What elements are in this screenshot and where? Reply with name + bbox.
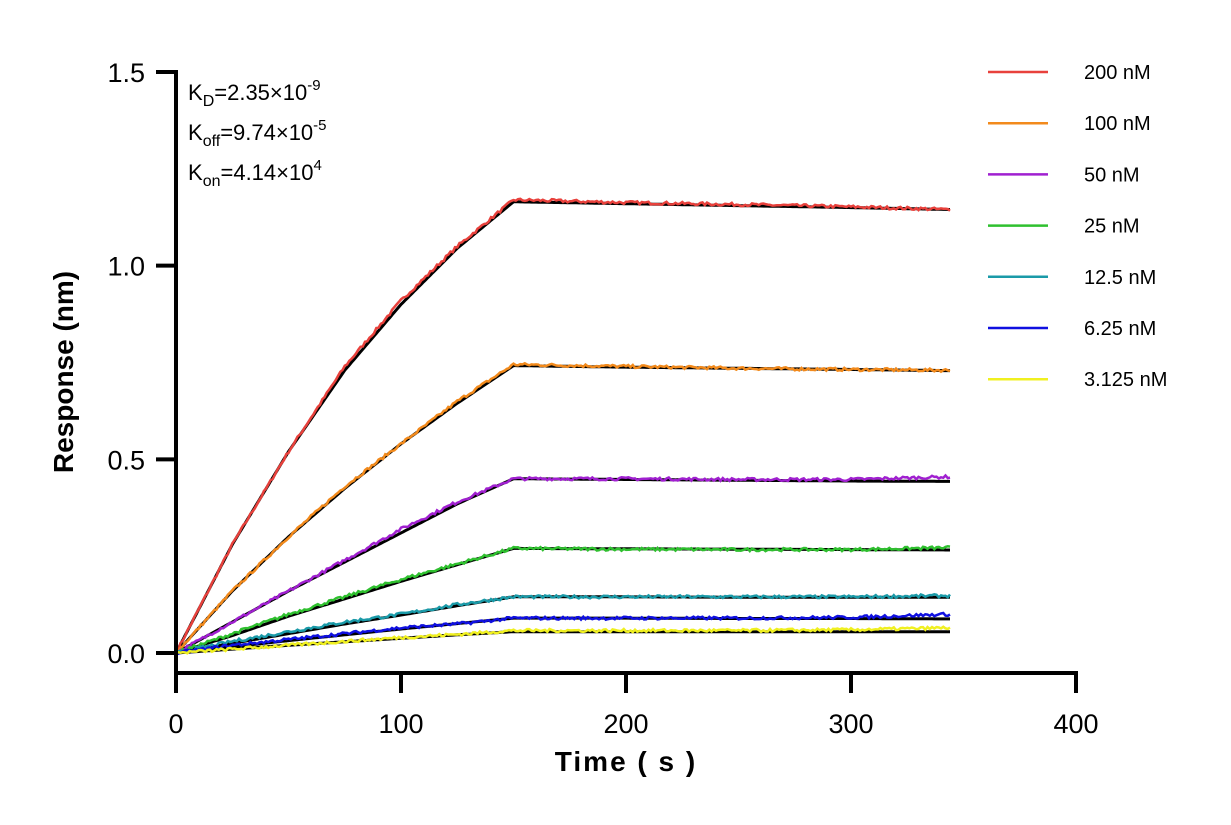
legend-label-100-nm: 100 nM	[1084, 113, 1151, 135]
series-line-50-nm	[175, 473, 951, 655]
series-line-6-25-nm	[175, 611, 951, 656]
x-tick-label: 100	[378, 709, 423, 739]
y-tick-label: 0.5	[107, 445, 145, 475]
legend-label-6-25-nm: 6.25 nM	[1084, 318, 1156, 340]
series-line-3-125-nm	[175, 625, 951, 655]
y-tick-label: 1.0	[107, 252, 145, 282]
kon-annotation: Kon=4.14×104	[188, 157, 322, 190]
legend-label-25-nm: 25 nM	[1084, 216, 1140, 238]
legend-label-50-nm: 50 nM	[1084, 164, 1140, 186]
series-line-25-nm	[175, 545, 951, 655]
series-line-12-5-nm	[175, 593, 951, 655]
x-tick-label: 200	[603, 709, 648, 739]
legend-label-12-5-nm: 12.5 nM	[1084, 267, 1156, 289]
series-line-200-nm	[175, 197, 951, 654]
y-tick-label: 0.0	[107, 639, 145, 669]
series-line-100-nm	[175, 361, 951, 655]
x-tick-label: 300	[828, 709, 873, 739]
fit-curves	[174, 200, 950, 655]
fit-line-3-125-nm	[175, 630, 950, 655]
legend-label-3-125-nm: 3.125 nM	[1084, 369, 1167, 391]
legend-label-200-nm: 200 nM	[1084, 62, 1151, 84]
koff-annotation: Koff=9.74×10-5	[188, 117, 327, 150]
fit-line-200-nm	[174, 200, 950, 654]
y-tick-label: 1.5	[107, 58, 145, 88]
y-axis-label: Response (nm)	[48, 271, 79, 473]
fit-line-6-25-nm	[175, 616, 950, 655]
kinetics-annotation: KD=2.35×10-9 Koff=9.74×10-5 Kon=4.14×104	[188, 77, 327, 190]
x-axis-label: Time ( s )	[555, 746, 697, 777]
x-tick-label: 400	[1053, 709, 1098, 739]
data-curves	[175, 197, 951, 656]
fit-line-50-nm	[175, 477, 950, 655]
x-tick-label: 0	[168, 709, 183, 739]
legend: 200 nM 100 nM 50 nM 25 nM 12.5 nM 6.25 nM 3.12…	[988, 62, 1167, 391]
kd-annotation: KD=2.35×10-9	[188, 77, 321, 110]
fit-line-100-nm	[174, 364, 950, 655]
